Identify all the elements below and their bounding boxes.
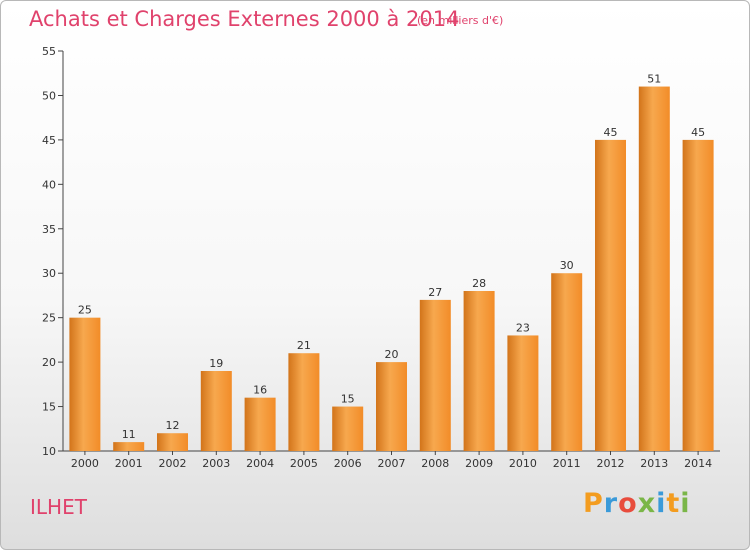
- bar-2004[interactable]: [244, 397, 276, 451]
- bar-2005[interactable]: [288, 353, 320, 451]
- bar-value-label: 45: [604, 126, 618, 139]
- commune-name: ILHET: [30, 495, 87, 519]
- bar-value-label: 23: [516, 321, 530, 334]
- x-tick-label: 2007: [378, 457, 406, 470]
- bar-value-label: 25: [78, 304, 92, 317]
- bar-value-label: 45: [691, 126, 705, 139]
- logo-letter: i: [680, 488, 691, 519]
- bar-2008[interactable]: [419, 299, 451, 451]
- bar-2010[interactable]: [507, 335, 539, 451]
- bar-value-label: 16: [253, 384, 267, 397]
- y-tick-label: 35: [42, 223, 56, 236]
- bar-2002[interactable]: [157, 433, 188, 451]
- x-tick-label: 2013: [640, 457, 668, 470]
- bar-value-label: 19: [209, 357, 223, 370]
- y-tick-label: 55: [42, 45, 56, 58]
- bar-2003[interactable]: [200, 371, 232, 451]
- bar-2006[interactable]: [332, 406, 364, 451]
- bar-value-label: 12: [166, 419, 180, 432]
- bar-2011[interactable]: [551, 273, 583, 451]
- bar-2013[interactable]: [638, 86, 670, 452]
- bar-2000[interactable]: [69, 317, 101, 451]
- x-tick-label: 2006: [334, 457, 362, 470]
- logo-letter: o: [618, 488, 638, 519]
- bar-value-label: 11: [122, 428, 136, 441]
- chart-subtitle: (en milliers d'€): [417, 14, 504, 27]
- y-tick-label: 40: [42, 178, 56, 191]
- bar-value-label: 28: [472, 277, 486, 290]
- y-tick-label: 10: [42, 445, 56, 458]
- x-tick-label: 2011: [553, 457, 581, 470]
- logo-letter: x: [637, 488, 657, 519]
- bar-2014[interactable]: [682, 139, 714, 451]
- x-tick-label: 2004: [246, 457, 274, 470]
- x-tick-label: 2003: [202, 457, 230, 470]
- logo-letter: i: [656, 488, 667, 519]
- bar-value-label: 20: [385, 348, 399, 361]
- y-tick-label: 50: [42, 89, 56, 102]
- x-tick-label: 2005: [290, 457, 318, 470]
- x-tick-label: 2000: [71, 457, 99, 470]
- chart-title: Achats et Charges Externes 2000 à 2014: [29, 7, 460, 31]
- bar-value-label: 21: [297, 339, 311, 352]
- bar-2009[interactable]: [463, 291, 495, 451]
- bar-2001[interactable]: [113, 442, 145, 451]
- y-tick-label: 30: [42, 267, 56, 280]
- y-tick-label: 25: [42, 312, 56, 325]
- y-tick-label: 20: [42, 356, 56, 369]
- bar-2012[interactable]: [595, 139, 626, 451]
- bar-value-label: 30: [560, 259, 574, 272]
- bar-value-label: 27: [428, 286, 442, 299]
- logo-letter: r: [603, 488, 619, 519]
- proxiti-logo[interactable]: Proxiti: [583, 488, 691, 519]
- y-tick-label: 45: [42, 134, 56, 147]
- x-tick-label: 2008: [421, 457, 449, 470]
- bar-value-label: 15: [341, 393, 355, 406]
- y-tick-label: 15: [42, 401, 56, 414]
- logo-letter: t: [666, 488, 681, 519]
- logo-letter: P: [583, 488, 604, 519]
- bar-value-label: 51: [647, 73, 661, 86]
- x-tick-label: 2012: [597, 457, 625, 470]
- x-tick-label: 2014: [684, 457, 712, 470]
- x-tick-label: 2009: [465, 457, 493, 470]
- x-tick-label: 2002: [159, 457, 187, 470]
- bar-2007[interactable]: [376, 362, 407, 451]
- x-tick-label: 2001: [115, 457, 143, 470]
- x-tick-label: 2010: [509, 457, 537, 470]
